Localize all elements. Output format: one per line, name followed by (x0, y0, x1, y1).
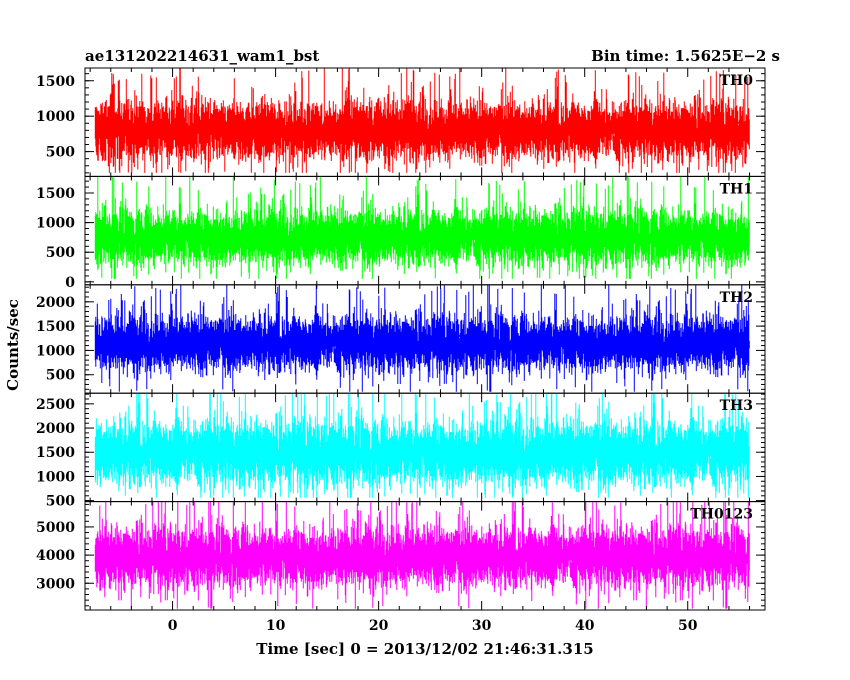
y-tick-label: 1500 (36, 319, 75, 335)
y-tick-label: 1500 (36, 74, 75, 90)
x-axis: 0 10 20 30 40 50 (168, 618, 698, 634)
series-th2 (94, 284, 750, 392)
y-tick-label: 2000 (36, 295, 75, 311)
x-axis-label: Time [sec] 0 = 2013/12/02 21:46:31.315 (256, 640, 593, 658)
panel-th0123: 3000 4000 5000 TH0123 (36, 501, 766, 611)
x-tick-label: 0 (168, 618, 178, 634)
chart-title: ae131202214631_wam1_bst (85, 47, 319, 65)
panel-th2: 500 1000 1500 2000 TH2 (36, 284, 766, 394)
y-tick-label: 3000 (36, 576, 75, 592)
y-tick-label: 1500 (36, 445, 75, 461)
x-tick-label: 10 (266, 618, 286, 634)
y-tick-label: 1500 (36, 186, 75, 202)
panel-label: TH0 (720, 73, 754, 89)
y-tick-label: 1000 (36, 216, 75, 232)
series-th3 (94, 393, 750, 498)
y-tick-label: 500 (46, 494, 75, 510)
panel-th0: 500 1000 1500 TH0 (36, 67, 766, 177)
panel-label: TH3 (720, 398, 753, 414)
panel-label: TH0123 (690, 507, 753, 523)
panel-frame (84, 501, 766, 611)
x-tick-label: 30 (472, 618, 492, 634)
series-th1 (94, 176, 750, 279)
y-tick-label: 2000 (36, 421, 75, 437)
y-tick-label: 0 (65, 275, 75, 291)
panel-th3: 500 1000 1500 2000 2500 TH3 (36, 392, 766, 510)
series-th0123 (94, 501, 750, 609)
panels-group: 500 1000 1500 TH0 0 500 1000 1500 TH1 500 1000 1500… (36, 67, 766, 611)
y-tick-label: 1000 (36, 343, 75, 359)
y-tick-label: 500 (46, 368, 75, 384)
x-tick-label: 50 (678, 618, 698, 634)
y-tick-label: 2500 (36, 397, 75, 413)
series-th0 (94, 68, 750, 173)
panel-label: TH2 (720, 290, 753, 306)
y-tick-label: 1000 (36, 469, 75, 485)
panel-label: TH1 (720, 181, 753, 197)
y-tick-label: 1000 (36, 109, 75, 125)
y-tick-label: 5000 (36, 520, 75, 536)
y-tick-label: 4000 (36, 548, 75, 564)
bin-time-label: Bin time: 1.5625E−2 s (591, 47, 780, 65)
y-axis-label: Counts/sec (4, 299, 22, 391)
panel-th1: 0 500 1000 1500 TH1 (36, 175, 766, 291)
x-tick-label: 40 (575, 618, 595, 634)
y-tick-label: 500 (46, 145, 75, 161)
y-tick-label: 500 (46, 245, 75, 261)
x-tick-label: 20 (369, 618, 389, 634)
